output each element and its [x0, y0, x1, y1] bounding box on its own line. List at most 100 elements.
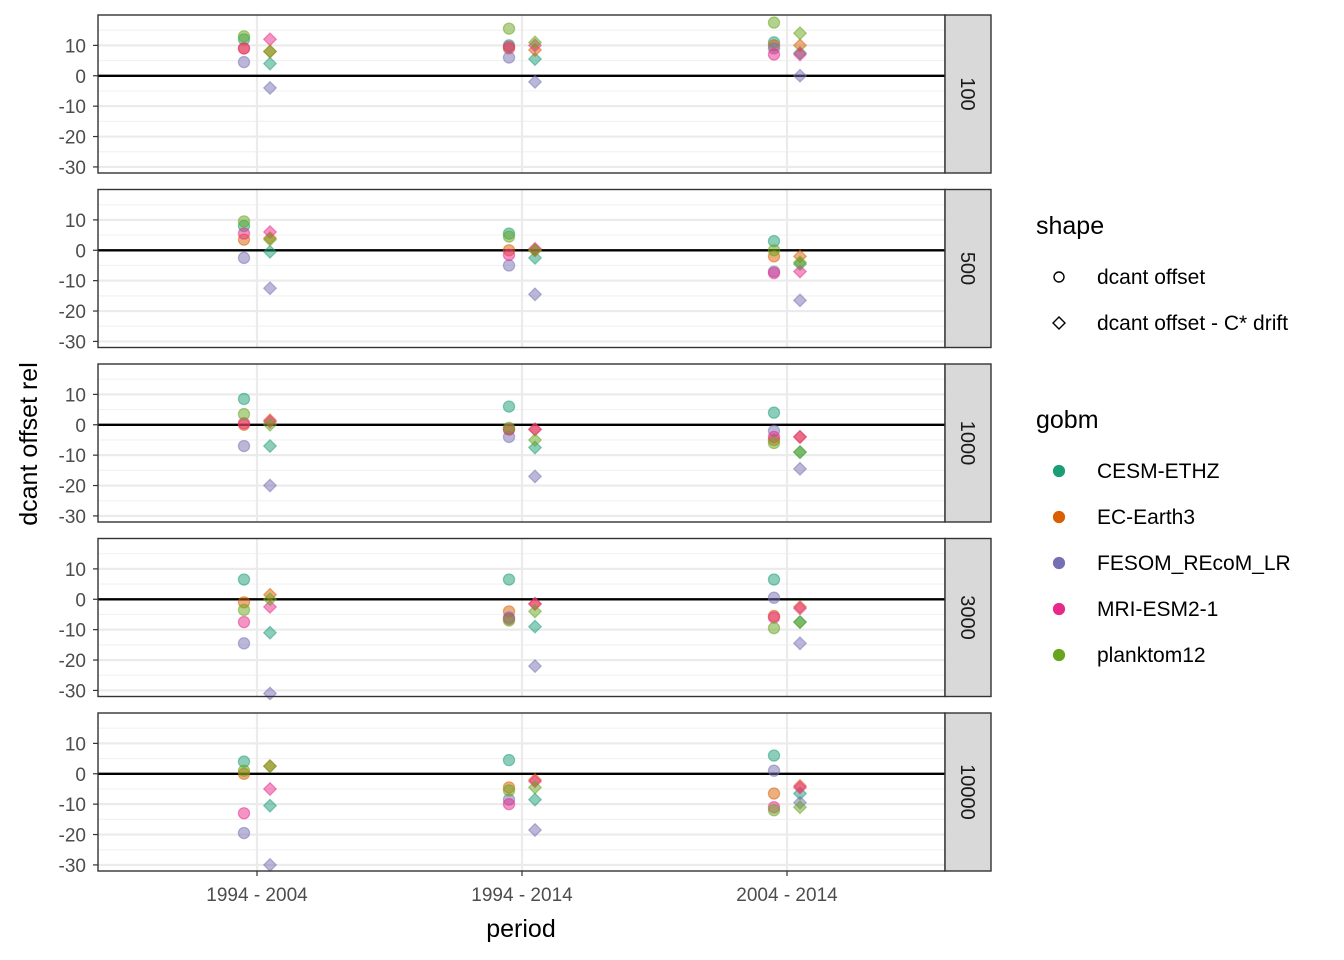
facet-strip-label: 10000 — [956, 764, 978, 820]
y-tick-label: 10 — [65, 560, 86, 581]
point-planktom12-dcant-offset — [767, 621, 781, 635]
point-FESOM_REcoM_LR-cstar-drift — [527, 74, 543, 89]
point-CESM-ETHZ-dcant-offset — [502, 573, 516, 586]
point-FESOM_REcoM_LR-cstar-drift — [262, 80, 278, 96]
point-FESOM_REcoM_LR-dcant-offset — [767, 591, 781, 604]
point-planktom12-cstar-drift — [262, 759, 278, 774]
legend-key-planktom12 — [1052, 648, 1066, 662]
y-tick-label: -20 — [59, 302, 86, 323]
point-planktom12-dcant-offset — [502, 614, 516, 627]
point-planktom12-cstar-drift — [527, 432, 543, 448]
color-legend-label: FESOM_REcoM_LR — [1097, 552, 1291, 575]
point-planktom12-cstar-drift — [792, 614, 808, 630]
x-axis: 1994 - 2004 1994 - 2014 2004 - 2014 — [206, 871, 838, 906]
y-tick-label: -20 — [59, 128, 86, 149]
point-planktom12-cstar-drift — [527, 604, 543, 619]
point-MRI-ESM2-1-cstar-drift — [262, 781, 278, 797]
point-MRI-ESM2-1-dcant-offset — [767, 266, 781, 280]
point-FESOM_REcoM_LR-cstar-drift — [792, 461, 808, 476]
point-CESM-ETHZ-dcant-offset — [502, 753, 516, 767]
y-tick-label: 10 — [65, 734, 86, 755]
point-MRI-ESM2-1-dcant-offset — [767, 48, 781, 61]
point-CESM-ETHZ-cstar-drift — [262, 56, 278, 71]
chart-panels: -30-20-10010100-30-20-10010500-30-20-100… — [59, 14, 992, 877]
shape-legend-label: dcant offset — [1097, 266, 1205, 289]
point-planktom12-cstar-drift — [792, 26, 808, 41]
y-tick-label: -10 — [59, 795, 86, 816]
point-planktom12-dcant-offset — [502, 22, 516, 35]
point-planktom12-dcant-offset — [502, 230, 516, 243]
point-FESOM_REcoM_LR-dcant-offset — [237, 637, 251, 650]
y-tick-label: -20 — [59, 477, 86, 498]
point-FESOM_REcoM_LR-cstar-drift — [527, 469, 543, 484]
point-planktom12-cstar-drift — [527, 35, 543, 50]
point-MRI-ESM2-1-cstar-drift — [262, 599, 278, 615]
point-planktom12-dcant-offset — [237, 603, 251, 617]
shape-legend-title: shape — [1036, 212, 1104, 240]
point-FESOM_REcoM_LR-dcant-offset — [502, 259, 516, 272]
point-planktom12-dcant-offset — [767, 244, 781, 257]
facet-panel-10000: -30 -20 -10 0 10 10000 — [59, 712, 992, 877]
point-CESM-ETHZ-cstar-drift — [262, 244, 278, 259]
facet-strip — [944, 712, 992, 872]
point-FESOM_REcoM_LR-cstar-drift — [262, 281, 278, 296]
legend-key-EC-Earth3 — [1052, 510, 1066, 524]
color-legend-items: CESM-ETHZ EC-Earth3 FESOM_REcoM_LR MRI-ESM2… — [1052, 460, 1291, 667]
point-FESOM_REcoM_LR-cstar-drift — [262, 686, 278, 701]
y-tick-label: 10 — [65, 36, 86, 57]
point-planktom12-dcant-offset — [237, 215, 251, 228]
y-tick-label: 0 — [75, 590, 86, 611]
y-tick-label: -10 — [59, 621, 86, 642]
point-MRI-ESM2-1-dcant-offset — [237, 227, 251, 240]
point-planktom12-cstar-drift — [792, 444, 808, 460]
point-FESOM_REcoM_LR-dcant-offset — [237, 826, 251, 840]
point-MRI-ESM2-1-cstar-drift — [792, 429, 808, 445]
color-legend-label: EC-Earth3 — [1097, 506, 1195, 529]
point-FESOM_REcoM_LR-dcant-offset — [767, 764, 781, 777]
y-axis-title: dcant offset rel — [15, 362, 43, 526]
point-CESM-ETHZ-cstar-drift — [527, 51, 543, 67]
y-tick-label: 0 — [75, 765, 86, 786]
point-MRI-ESM2-1-cstar-drift — [792, 47, 808, 62]
point-MRI-ESM2-1-cstar-drift — [792, 264, 808, 279]
y-tick-label: -30 — [59, 158, 86, 179]
point-CESM-ETHZ-dcant-offset — [237, 573, 251, 586]
point-CESM-ETHZ-cstar-drift — [262, 438, 278, 454]
point-planktom12-dcant-offset — [767, 436, 781, 450]
point-planktom12-cstar-drift — [262, 417, 278, 432]
point-CESM-ETHZ-cstar-drift — [527, 792, 543, 807]
point-FESOM_REcoM_LR-dcant-offset — [237, 439, 251, 453]
y-tick-label: -10 — [59, 446, 86, 467]
point-planktom12-dcant-offset — [237, 764, 251, 777]
x-tick-label: 1994 - 2014 — [471, 885, 573, 906]
y-tick-label: 10 — [65, 385, 86, 406]
y-tick-label: -10 — [59, 97, 86, 118]
point-CESM-ETHZ-dcant-offset — [502, 400, 516, 413]
point-CESM-ETHZ-dcant-offset — [237, 392, 251, 406]
facet-panel-3000: -30 -20 -10 0 10 3000 — [59, 537, 992, 702]
point-CESM-ETHZ-cstar-drift — [527, 250, 543, 266]
legend-key-MRI-ESM2-1 — [1052, 602, 1066, 616]
y-tick-label: -20 — [59, 651, 86, 672]
point-FESOM_REcoM_LR-cstar-drift — [792, 636, 808, 651]
point-CESM-ETHZ-cstar-drift — [527, 619, 543, 634]
point-FESOM_REcoM_LR-cstar-drift — [792, 293, 808, 308]
facet-strip-label: 1000 — [956, 421, 978, 466]
legend-key-circle — [1053, 271, 1065, 283]
point-MRI-ESM2-1-dcant-offset — [502, 40, 516, 54]
y-tick-label: -20 — [59, 826, 86, 847]
color-legend-label: planktom12 — [1097, 644, 1206, 667]
point-FESOM_REcoM_LR-dcant-offset — [502, 51, 516, 64]
point-MRI-ESM2-1-dcant-offset — [502, 248, 516, 262]
y-tick-label: 0 — [75, 416, 86, 437]
point-MRI-ESM2-1-dcant-offset — [767, 611, 781, 624]
facet-strip — [944, 537, 992, 698]
facet-strip-label: 3000 — [956, 595, 978, 640]
point-FESOM_REcoM_LR-cstar-drift — [527, 287, 543, 302]
point-EC-Earth3-dcant-offset — [767, 787, 781, 800]
point-planktom12-cstar-drift — [527, 780, 543, 795]
point-MRI-ESM2-1-cstar-drift — [792, 780, 808, 795]
point-CESM-ETHZ-dcant-offset — [767, 749, 781, 762]
point-FESOM_REcoM_LR-cstar-drift — [527, 658, 543, 674]
